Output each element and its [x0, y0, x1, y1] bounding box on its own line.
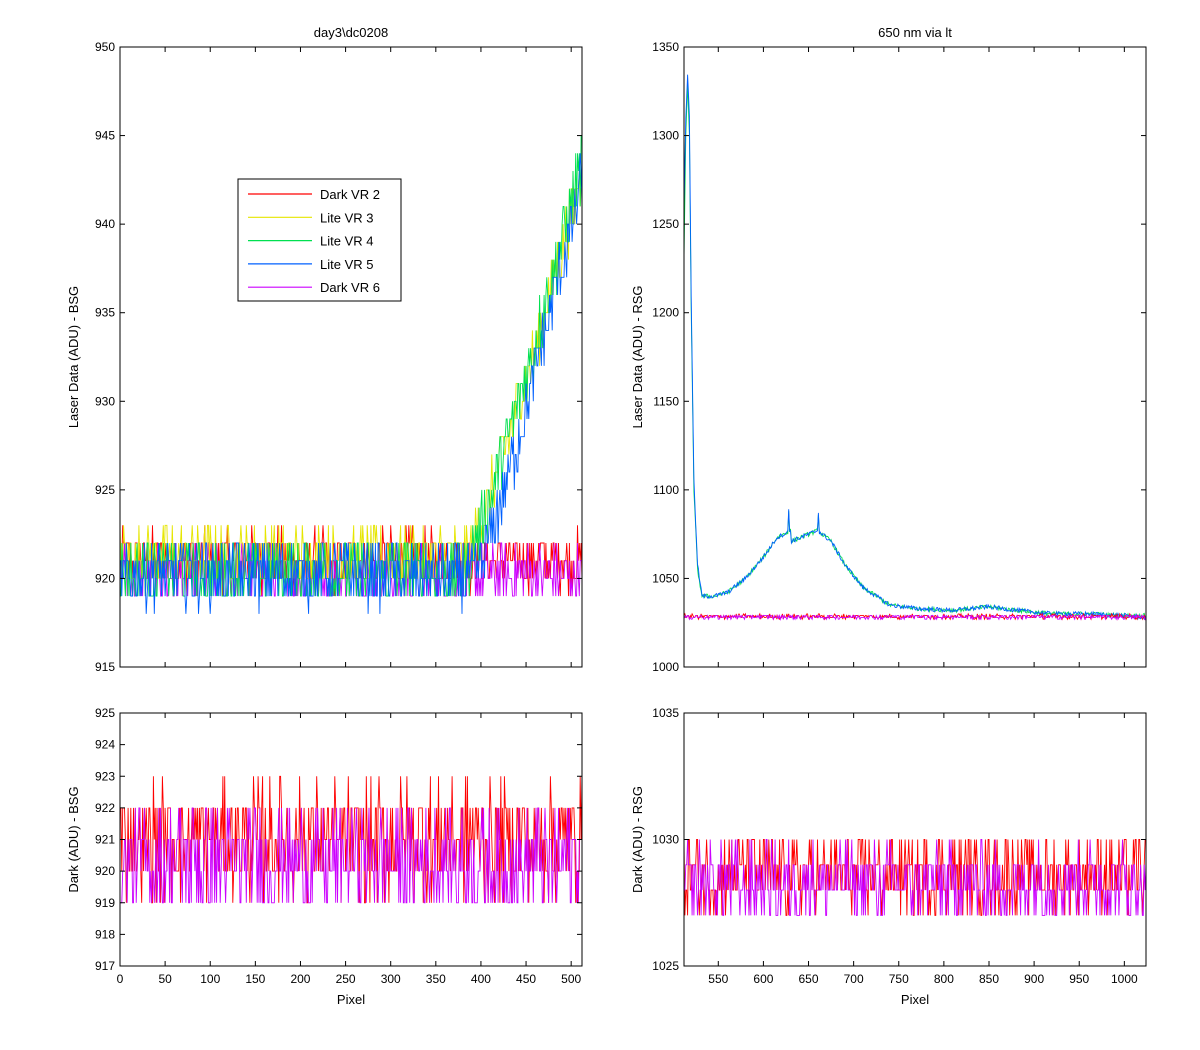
legend-entry: Dark VR 6	[320, 280, 380, 295]
chart-title: 650 nm via lt	[878, 25, 952, 40]
x-tick-label: 500	[561, 972, 581, 986]
y-tick-label: 923	[95, 769, 115, 783]
legend-entry: Lite VR 5	[320, 257, 373, 272]
y-tick-label: 1100	[653, 483, 679, 497]
y-tick-label: 921	[95, 833, 115, 847]
axes-top-right: 1000 1050 1100 1150 1200 1250 1300 1350 650 nm v…	[630, 25, 1147, 674]
y-tick-label: 919	[95, 896, 115, 910]
x-tick-label: 200	[290, 972, 310, 986]
y-tick-label: 930	[95, 394, 115, 408]
x-tick-label: 250	[336, 972, 356, 986]
y-tick-label: 1035	[652, 706, 679, 720]
y-tick-label: 945	[95, 129, 115, 143]
x-tick-label: 800	[934, 972, 954, 986]
x-tick-label: 950	[1069, 972, 1089, 986]
axes-frame	[119, 46, 583, 668]
y-tick-label: 924	[95, 738, 115, 752]
y-tick-label: 1200	[652, 306, 679, 320]
y-tick-label: 925	[95, 483, 115, 497]
series-line-dark-vr-2	[120, 775, 582, 904]
x-tick-label: 350	[426, 972, 446, 986]
x-tick-label: 650	[799, 972, 819, 986]
series-group	[684, 74, 1146, 621]
series-line-lite-vr-5	[684, 74, 1146, 621]
x-tick-label: 1000	[1111, 972, 1138, 986]
y-tick-label: 940	[95, 217, 115, 231]
x-tick-label: 0	[117, 972, 124, 986]
x-tick-label: 700	[844, 972, 864, 986]
y-tick-label: 935	[95, 306, 115, 320]
series-line-dark-vr-6	[684, 839, 1146, 916]
x-tick-label: 900	[1024, 972, 1044, 986]
axes-frame	[683, 46, 1147, 668]
axes-top-left: 915 920 925 930 935 940 945 950 day3\dc0208 Laser…	[66, 25, 583, 674]
y-axis-label: Laser Data (ADU) - BSG	[66, 286, 81, 428]
axes-bottom-left: 917 918 919 920 921 922 923 924 925 0 50 100 150 200 2…	[66, 706, 583, 1007]
x-axis-label: Pixel	[337, 992, 365, 1007]
y-tick-label: 920	[95, 571, 115, 585]
y-tick-label: 1030	[652, 833, 679, 847]
y-tick-label: 1050	[652, 571, 679, 585]
series-line-dark-vr-6	[120, 807, 582, 904]
y-tick-label: 925	[95, 706, 115, 720]
x-tick-label: 300	[381, 972, 401, 986]
y-axis-label: Dark (ADU) - RSG	[630, 786, 645, 893]
x-tick-label: 550	[708, 972, 728, 986]
chart-title: day3\dc0208	[314, 25, 388, 40]
x-tick-label: 850	[979, 972, 999, 986]
y-tick-label: 1025	[652, 959, 679, 973]
y-tick-label: 915	[95, 660, 115, 674]
y-tick-label: 1300	[652, 129, 679, 143]
y-tick-label: 917	[95, 959, 115, 973]
y-axis-label: Laser Data (ADU) - RSG	[630, 285, 645, 428]
series-line-lite-vr-5	[120, 153, 582, 614]
legend-entry: Lite VR 4	[320, 234, 373, 249]
y-tick-label: 1350	[652, 40, 679, 54]
y-tick-label: 918	[95, 927, 115, 941]
series-group	[684, 839, 1146, 916]
x-tick-label: 600	[753, 972, 773, 986]
series-group	[120, 135, 582, 614]
x-tick-label: 150	[245, 972, 265, 986]
plot-area	[684, 47, 1146, 667]
x-tick-label: 100	[200, 972, 220, 986]
series-line-dark-vr-6	[684, 613, 1146, 621]
y-tick-label: 922	[95, 801, 115, 815]
x-axis-label: Pixel	[901, 992, 929, 1007]
legend-entry: Lite VR 3	[320, 210, 373, 225]
axes-bottom-right: 1025 1030 1035 550 600 650 700 750 800 850 900 950 1…	[630, 706, 1147, 1007]
y-axis-label: Dark (ADU) - BSG	[66, 786, 81, 892]
x-tick-label: 50	[158, 972, 172, 986]
plot-area	[684, 713, 1146, 966]
x-tick-label: 400	[471, 972, 491, 986]
y-tick-label: 1000	[652, 660, 679, 674]
legend-entry: Dark VR 2	[320, 187, 380, 202]
y-tick-label: 950	[95, 40, 115, 54]
series-line-lite-vr-4	[120, 135, 582, 597]
legend: Dark VR 2 Lite VR 3 Lite VR 4 Lite VR 5 Dark…	[237, 178, 402, 302]
series-group	[120, 775, 582, 904]
y-tick-label: 920	[95, 864, 115, 878]
x-tick-label: 450	[516, 972, 536, 986]
x-tick-label: 750	[889, 972, 909, 986]
y-tick-label: 1150	[653, 394, 679, 408]
y-tick-label: 1250	[652, 217, 679, 231]
